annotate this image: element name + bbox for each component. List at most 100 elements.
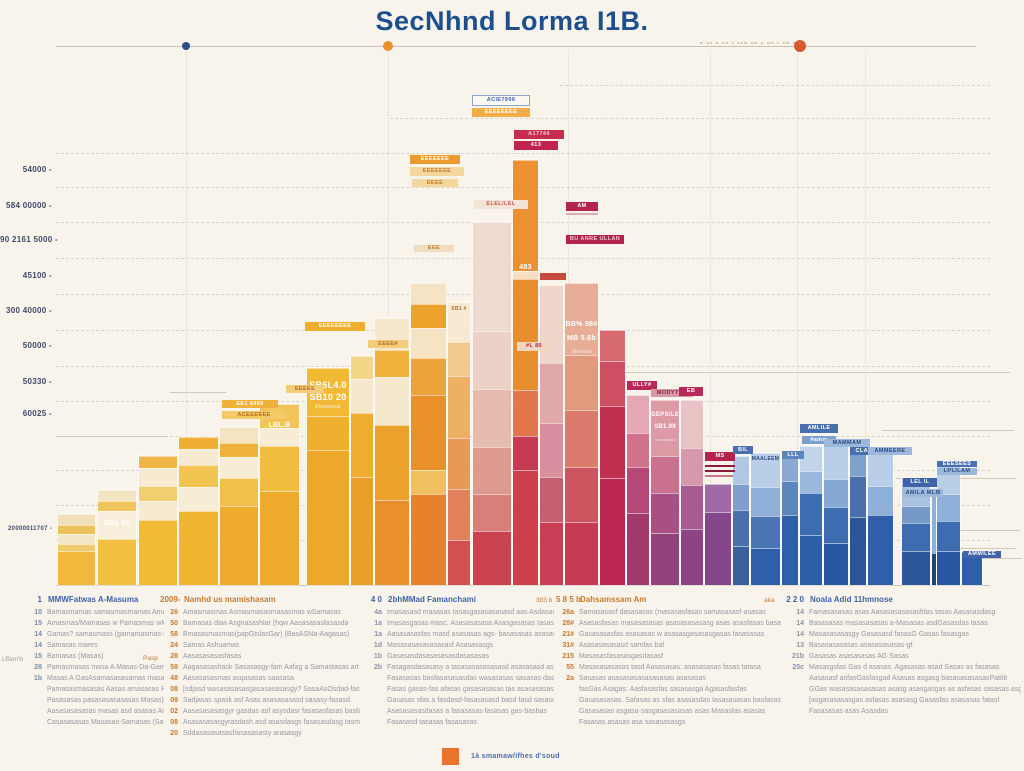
footnote-row: GGas wasasasasasasas asasg asasgasgas as… (786, 684, 1021, 695)
footnote-row: Gasasasasas. Safasas as sfas asasasdas t… (556, 695, 781, 706)
bar-value-label: 483 (519, 264, 532, 271)
bar-segment (751, 453, 780, 488)
bar-segment (850, 476, 866, 517)
footnote-row: 1b Gasasasdasasasasasdasasasas (364, 651, 554, 662)
footnote-row: Gasasas sfas a fasdasd-fasasasasd basd f… (364, 695, 554, 706)
y-axis-label: 584 00000 - (5, 201, 52, 210)
bar-value-label: SB1.99 (654, 424, 676, 430)
footnote-row: Fasasasd tasasas fasasasas (364, 717, 554, 728)
bar-segment (139, 456, 177, 468)
footnote-row-number: 58 (170, 631, 178, 638)
bar-segment (824, 543, 848, 585)
y-axis-label: 60025 - (22, 409, 52, 418)
data-label-chip: CLAR (850, 447, 878, 455)
footnote-row-number (24, 684, 42, 695)
data-label-chip: EEEE# (368, 340, 408, 348)
x-axis-line (56, 585, 990, 586)
footnote-row-number (24, 695, 42, 706)
bar-segment (307, 415, 349, 451)
footnote-row-number: 24 (170, 642, 178, 649)
data-label-chip: BIL (733, 446, 753, 454)
footnote-row-text: Fasasas asasas asa sasasasasgs (579, 719, 686, 726)
data-label-chip: AM (566, 202, 598, 211)
bar-segment (782, 514, 798, 585)
footnote-row-number: 1d (373, 642, 382, 649)
footnote-row-number: 26a (562, 609, 574, 616)
footnote-row-number (786, 695, 804, 706)
bar-segment (800, 534, 822, 585)
data-label-chip: EEEEEEE (410, 155, 460, 164)
rule-line (604, 372, 1010, 373)
bar-value-label: SB10 20 (309, 392, 347, 402)
bar-segment (565, 355, 598, 410)
bar-value-label: MAALEEM (751, 456, 780, 462)
footnote-row-number: 26 (170, 609, 178, 616)
footnote-row: 09 Sadjasas spask asf Asas asasasasasd sa… (160, 695, 360, 706)
footnote-row-number (786, 673, 804, 684)
gridline (390, 118, 990, 119)
footnote-row-text: Aasasasasmas asqasasas saasasa (183, 675, 294, 682)
footnote-row: [asgasasasasgas asfasas asasasg Gasasfas… (786, 695, 1021, 706)
data-label-chip: ACIE7998 (472, 95, 530, 106)
data-label-chip: EE1 6400 (222, 400, 278, 408)
footnote-row-number: 08 (170, 686, 178, 693)
footnote-row-number: 58 (170, 664, 178, 671)
bar-segment (375, 376, 409, 425)
bar-value-label: SB6L4.0 (309, 380, 347, 390)
footnote-row-number (556, 684, 574, 695)
bar-segment (751, 548, 780, 585)
footnote-row: 26a Samasasasf dasasasas (masasasfasas sa… (556, 607, 781, 618)
bar-segment (448, 437, 470, 489)
data-label-chip: EEEEEEEE (305, 322, 365, 331)
footnote-row: 08 Asasasasasgyrasdash asd asasdasgs fasa… (160, 717, 360, 728)
bar-segment (540, 285, 563, 363)
bar-segment (473, 447, 511, 495)
footnote-row-text: Asasasfasas masasasasas asasasasasasg as… (579, 620, 781, 627)
bar-segment (448, 375, 470, 438)
data-label-chip (705, 475, 733, 477)
y-axis-label: 50000 - (22, 341, 52, 350)
bar-segment (600, 330, 625, 361)
bar (704, 483, 732, 586)
bar: 483 somao (512, 159, 539, 586)
bar-segment (681, 448, 703, 486)
footnote-row: 02 Aasasasasasgyr gasdas asf asysdasr fas… (160, 706, 360, 717)
bar-value-label: samamas (654, 437, 676, 442)
timeline-dot (794, 40, 806, 52)
footnote-row-text: Gasasasdasasasasasdasasasas (387, 653, 489, 660)
bar-segment (627, 467, 649, 513)
footnote-row-number: 1a (374, 631, 382, 638)
bar-segment (351, 413, 373, 478)
bar-segment (260, 445, 299, 491)
bar-segment (751, 487, 780, 517)
rule-line (170, 392, 226, 393)
legend-swatch (442, 748, 459, 765)
data-label-chip (566, 213, 598, 215)
bar-segment (565, 521, 598, 585)
footnote-row-number (556, 717, 574, 728)
footnote-row: 28 Aasasasasasfasas (160, 651, 360, 662)
vertical-gridline (710, 50, 711, 583)
bar-segment (139, 485, 177, 502)
bar (472, 221, 512, 586)
bar-segment (681, 400, 703, 449)
data-label-chip (540, 273, 566, 280)
bar-value-label: MB 5.6b (567, 335, 596, 342)
bar-segment (902, 505, 930, 523)
bar-segment (932, 493, 936, 553)
footnote-row: 55 Masasasasasas tasd Aasasasas: asasasas… (556, 662, 781, 673)
footnote-row-number: 15 (34, 620, 42, 627)
timeline (56, 46, 976, 47)
footnote-row-text: Masasasasasgy Gasasasd fasasG Gasas fasa… (809, 631, 969, 638)
footnote-column-header: 2009- Namhd us mamishasam (160, 595, 360, 604)
bar (599, 329, 626, 586)
bar-segment (800, 471, 822, 494)
bar-segment (513, 436, 538, 471)
bar-segment (260, 427, 299, 446)
bar (539, 284, 564, 586)
data-label-chip: LEL IL (903, 478, 937, 487)
footnote-row: 14 Masasasasasgy Gasasasd fasasG Gasas fa… (786, 629, 1021, 640)
footnote-row-text: Sadjasas spask asf Asas asasasasasd sasa… (183, 697, 350, 704)
bar-segment (411, 394, 446, 471)
